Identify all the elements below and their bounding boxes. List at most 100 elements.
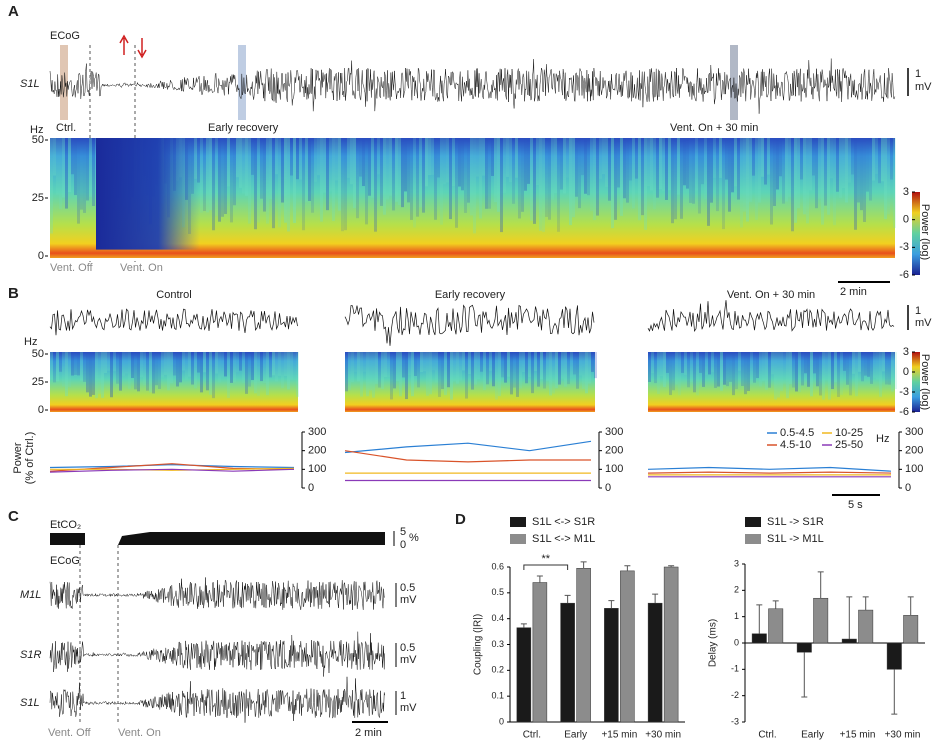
spectrogram-texture — [107, 352, 110, 371]
spectrogram-texture — [68, 352, 71, 388]
spectrogram-texture — [86, 352, 89, 393]
spectrogram-texture — [80, 138, 83, 210]
spectrogram-texture — [281, 352, 284, 388]
spectrogram-texture — [176, 352, 179, 387]
spectrogram-texture — [744, 352, 747, 395]
spectrogram-texture — [432, 352, 435, 371]
legend-swatch — [510, 517, 526, 527]
spectrogram-texture — [867, 352, 870, 377]
legend-label: S1L <-> S1R — [532, 516, 595, 528]
spectrogram-texture — [200, 138, 203, 213]
channel-label: M1L — [20, 589, 41, 601]
spectrogram-texture — [647, 138, 650, 187]
etco2-label: EtCO₂ — [50, 519, 81, 531]
spectrogram-texture — [464, 138, 467, 213]
spectrogram-texture — [479, 138, 482, 219]
spectrogram-texture — [794, 138, 797, 223]
spectrogram-texture — [423, 352, 426, 372]
spectrogram-texture — [572, 138, 575, 218]
y-tick-label: 0.2 — [491, 665, 504, 675]
spectrogram-texture — [399, 352, 402, 397]
y-tick-label: 1 — [734, 611, 739, 621]
ecog-label: ECoG — [50, 555, 80, 567]
spectrogram-texture — [236, 352, 239, 373]
power-line — [49, 468, 295, 473]
bar — [663, 566, 679, 723]
spectrogram-texture — [77, 138, 80, 224]
spectrogram-texture — [239, 352, 242, 371]
spectrogram-texture — [476, 138, 479, 177]
spectrogram-texture — [383, 138, 386, 215]
spectrogram-texture — [182, 352, 185, 371]
hz-tick-label: 50 — [32, 348, 44, 360]
spectrogram-texture — [218, 352, 221, 383]
spectrogram-texture — [461, 138, 464, 191]
spectrogram-texture — [362, 138, 365, 187]
spectrogram-texture — [878, 138, 881, 184]
spectrogram-texture — [134, 352, 137, 390]
spectrogram-texture — [665, 138, 668, 200]
spectrogram-texture — [80, 352, 83, 381]
spectrogram-texture — [641, 138, 644, 216]
spectrogram-texture — [440, 138, 443, 225]
spectrogram — [345, 352, 595, 412]
spectrogram-texture — [699, 352, 702, 373]
error-bar — [891, 669, 898, 715]
spectrogram-texture — [62, 352, 65, 387]
panel-label: D — [455, 511, 466, 528]
spectrogram-texture — [411, 352, 414, 397]
spectrogram-texture — [819, 352, 822, 396]
spectrogram-texture — [390, 352, 393, 400]
spectrogram-texture — [849, 352, 852, 396]
spectrogram-texture — [251, 352, 254, 381]
spectrogram-texture — [632, 138, 635, 209]
spectrogram-texture — [551, 138, 554, 200]
spectrogram-texture — [648, 352, 651, 382]
spectrogram-texture — [227, 138, 230, 187]
spectrogram-texture — [626, 138, 629, 203]
spectrogram-texture — [465, 352, 468, 399]
spectrogram-texture — [470, 138, 473, 216]
y-tick-label: 100 — [605, 463, 623, 475]
spectrogram-texture — [516, 352, 519, 397]
spectrogram-texture — [884, 138, 887, 220]
spectrogram-texture — [534, 352, 537, 371]
spectrogram-texture — [558, 352, 561, 385]
spectrogram-texture — [570, 352, 573, 378]
spectrogram-texture — [806, 138, 809, 224]
ecog-trace — [49, 308, 298, 336]
spectrogram-texture — [882, 352, 885, 372]
spectrogram-texture — [821, 138, 824, 225]
spectrogram-texture — [101, 352, 104, 398]
spectrogram-texture — [671, 138, 674, 224]
spectrogram-texture — [381, 352, 384, 389]
spectrogram-texture — [443, 138, 446, 185]
spectrogram-texture — [893, 138, 896, 229]
spectrogram-texture — [483, 352, 486, 391]
spectrogram-texture — [528, 352, 531, 378]
spectrogram-texture — [684, 352, 687, 375]
spectrogram-texture — [575, 138, 578, 197]
y-tick-label: 300 — [605, 426, 623, 438]
spectrogram-texture — [266, 138, 269, 224]
spectrogram-texture — [377, 138, 380, 175]
spectrogram-texture — [356, 138, 359, 219]
spectrogram-texture — [290, 138, 293, 176]
spectrogram-texture — [561, 352, 564, 379]
spectrogram-texture — [842, 138, 845, 189]
spectrogram-texture — [750, 352, 753, 385]
spectrogram-texture — [492, 352, 495, 387]
spectrogram-texture — [257, 352, 260, 396]
spectrogram-texture — [65, 352, 68, 397]
spectrogram-texture — [716, 138, 719, 212]
spectrogram-texture — [567, 352, 570, 385]
legend-swatch — [745, 534, 761, 544]
spectrogram-texture — [462, 352, 465, 371]
bar — [604, 608, 619, 723]
power-label: (% of Ctrl.) — [24, 432, 36, 485]
spectrogram-texture — [83, 138, 86, 213]
channel-unit: mV — [400, 702, 417, 714]
spectrogram-texture — [351, 352, 354, 383]
spectrogram-texture — [531, 352, 534, 394]
spectrogram-texture — [504, 352, 507, 383]
